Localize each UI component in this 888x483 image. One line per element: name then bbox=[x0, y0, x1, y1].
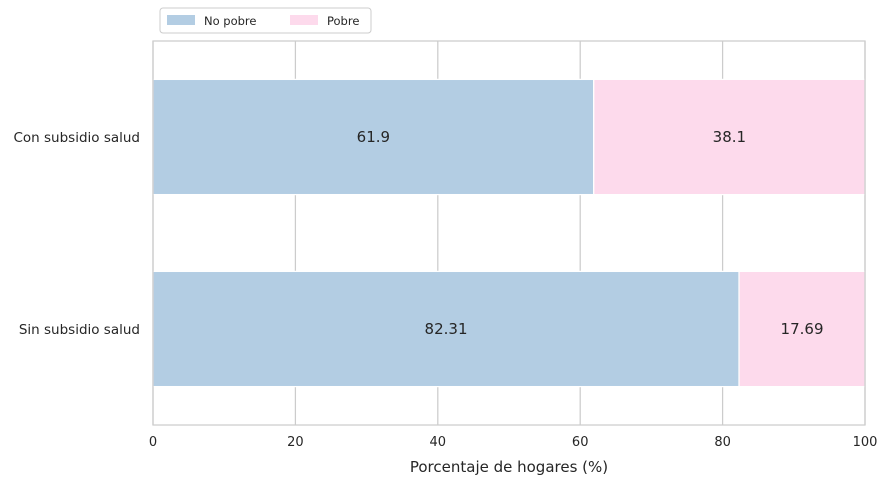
legend: No pobre Pobre bbox=[159, 7, 372, 34]
x-tick-label-80: 80 bbox=[714, 435, 731, 450]
data-label-2-2: 17.69 bbox=[781, 320, 824, 338]
legend-swatch-1 bbox=[167, 15, 195, 25]
legend-swatch-2 bbox=[290, 15, 318, 25]
x-tick-label-100: 100 bbox=[853, 435, 878, 450]
x-tick-label-0: 0 bbox=[149, 435, 157, 450]
data-label-1-2: 38.1 bbox=[713, 128, 746, 146]
x-tick-label-60: 60 bbox=[572, 435, 589, 450]
bar-no-pobre-2 bbox=[152, 270, 740, 388]
data-label-2-1: 82.31 bbox=[425, 320, 468, 338]
bar-labels: 61.9 38.1 82.31 17.69 bbox=[357, 128, 824, 338]
x-tick-label-40: 40 bbox=[430, 435, 447, 450]
bar-no-pobre-1 bbox=[152, 78, 595, 196]
plot-frame bbox=[152, 40, 866, 426]
legend-label-1: No pobre bbox=[204, 14, 256, 28]
x-axis-label: Porcentaje de hogares (%) bbox=[410, 458, 608, 476]
data-label-1-1: 61.9 bbox=[357, 128, 390, 146]
x-tick-label-20: 20 bbox=[287, 435, 304, 450]
x-tick-labels: 0 20 40 60 80 100 bbox=[149, 435, 878, 450]
legend-label-2: Pobre bbox=[327, 14, 359, 28]
y-tick-labels: Con subsidio salud Sin subsidio salud bbox=[13, 130, 140, 338]
bars bbox=[152, 78, 866, 388]
legend-frame bbox=[159, 7, 372, 34]
bar-pobre-2 bbox=[738, 270, 866, 388]
y-tick-label-1: Con subsidio salud bbox=[13, 130, 140, 146]
y-tick-label-2: Sin subsidio salud bbox=[19, 322, 140, 338]
